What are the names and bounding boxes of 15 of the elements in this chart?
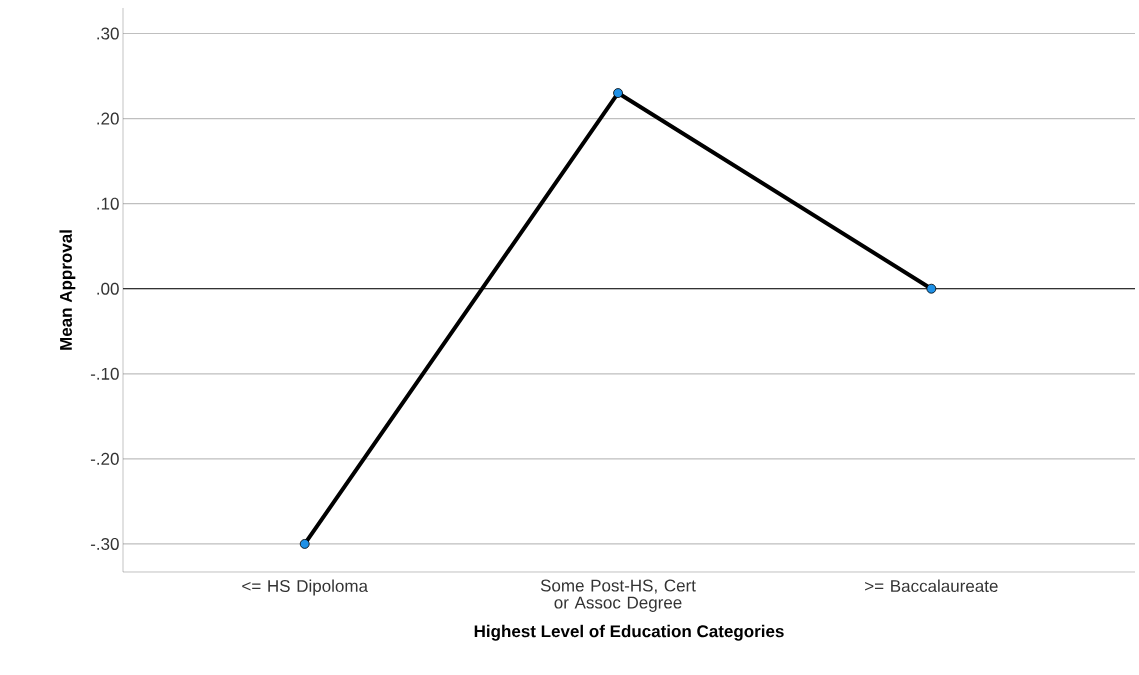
y-tick-label: .10 [97,197,119,210]
y-axis-title: Mean Approval [59,230,76,350]
x-tick-label: >= Baccalaureate [865,579,998,593]
y-tick-label: .00 [97,282,119,295]
point [613,88,623,98]
x-tick-label: <= HS Dipoloma [242,579,368,596]
y-tick-label: -.20 [90,452,119,465]
x-tick-label: Some Post-HS, Cert or Assoc Degree [540,579,696,612]
y-tick-label: -.30 [90,537,119,550]
point [299,539,310,549]
y-tick-label: .20 [97,112,119,125]
y-tick-label: .30 [97,27,119,40]
x-axis-title: Highest Level of Education Categories [474,624,784,641]
point [926,283,937,294]
y-tick-label: -.10 [90,367,119,380]
